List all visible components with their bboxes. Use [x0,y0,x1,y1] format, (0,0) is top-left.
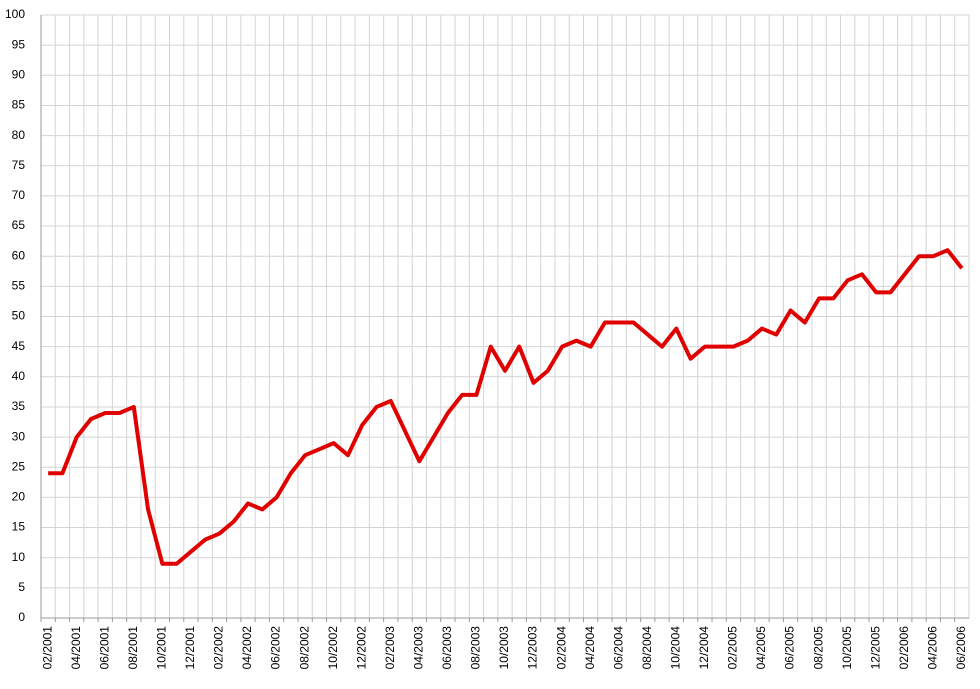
x-tick-label: 06/2003 [440,626,454,670]
y-tick-label: 30 [12,429,26,443]
y-tick-label: 0 [18,610,25,624]
x-tick-label: 08/2005 [811,626,825,670]
x-tick-label: 06/2001 [97,626,111,670]
x-tick-label: 08/2003 [469,626,483,670]
y-tick-label: 15 [12,520,26,534]
y-tick-label: 5 [18,580,25,594]
y-tick-label: 35 [12,399,26,413]
x-tick-label: 04/2003 [412,626,426,670]
x-tick-label: 06/2002 [269,626,283,670]
x-tick-label: 12/2005 [868,626,882,670]
x-tick-label: 10/2005 [840,626,854,670]
y-tick-label: 50 [12,309,26,323]
x-tick-label: 02/2002 [212,626,226,670]
x-tick-label: 12/2001 [183,626,197,670]
x-tick-label: 04/2006 [925,626,939,670]
x-tick-label: 08/2001 [126,626,140,670]
y-tick-label: 25 [12,459,26,473]
y-tick-label: 55 [12,279,26,293]
y-tick-label: 95 [12,37,26,51]
x-tick-label: 10/2001 [155,626,169,670]
y-tick-label: 90 [12,67,26,81]
x-tick-label: 02/2005 [726,626,740,670]
x-tick-label: 04/2001 [69,626,83,670]
x-tick-label: 02/2003 [383,626,397,670]
x-tick-label: 12/2002 [354,626,368,670]
x-tick-label: 08/2004 [640,626,654,670]
y-tick-label: 60 [12,248,26,262]
x-tick-label: 10/2003 [497,626,511,670]
y-tick-label: 65 [12,218,26,232]
y-tick-label: 80 [12,128,26,142]
x-tick-label: 08/2002 [297,626,311,670]
x-tick-label: 12/2003 [526,626,540,670]
y-tick-label: 20 [12,490,26,504]
x-tick-label: 10/2004 [668,626,682,670]
y-tick-label: 10 [12,550,26,564]
y-tick-label: 85 [12,98,26,112]
line-series [48,248,964,566]
x-tick-label: 06/2006 [954,626,968,670]
x-tick-label: 04/2005 [754,626,768,670]
y-tick-label: 45 [12,339,26,353]
x-tick-label: 10/2002 [326,626,340,670]
y-tick-label: 100 [5,7,25,21]
x-tick-label: 04/2002 [240,626,254,670]
y-tick-label: 70 [12,188,26,202]
x-tick-label: 06/2005 [783,626,797,670]
x-tick-label: 06/2004 [611,626,625,670]
y-tick-label: 40 [12,369,26,383]
x-tick-label: 02/2004 [554,626,568,670]
x-tick-label: 02/2001 [40,626,54,670]
x-tick-label: 04/2004 [583,626,597,670]
x-tick-label: 02/2006 [897,626,911,670]
y-tick-label: 75 [12,158,26,172]
x-tick-label: 12/2004 [697,626,711,670]
